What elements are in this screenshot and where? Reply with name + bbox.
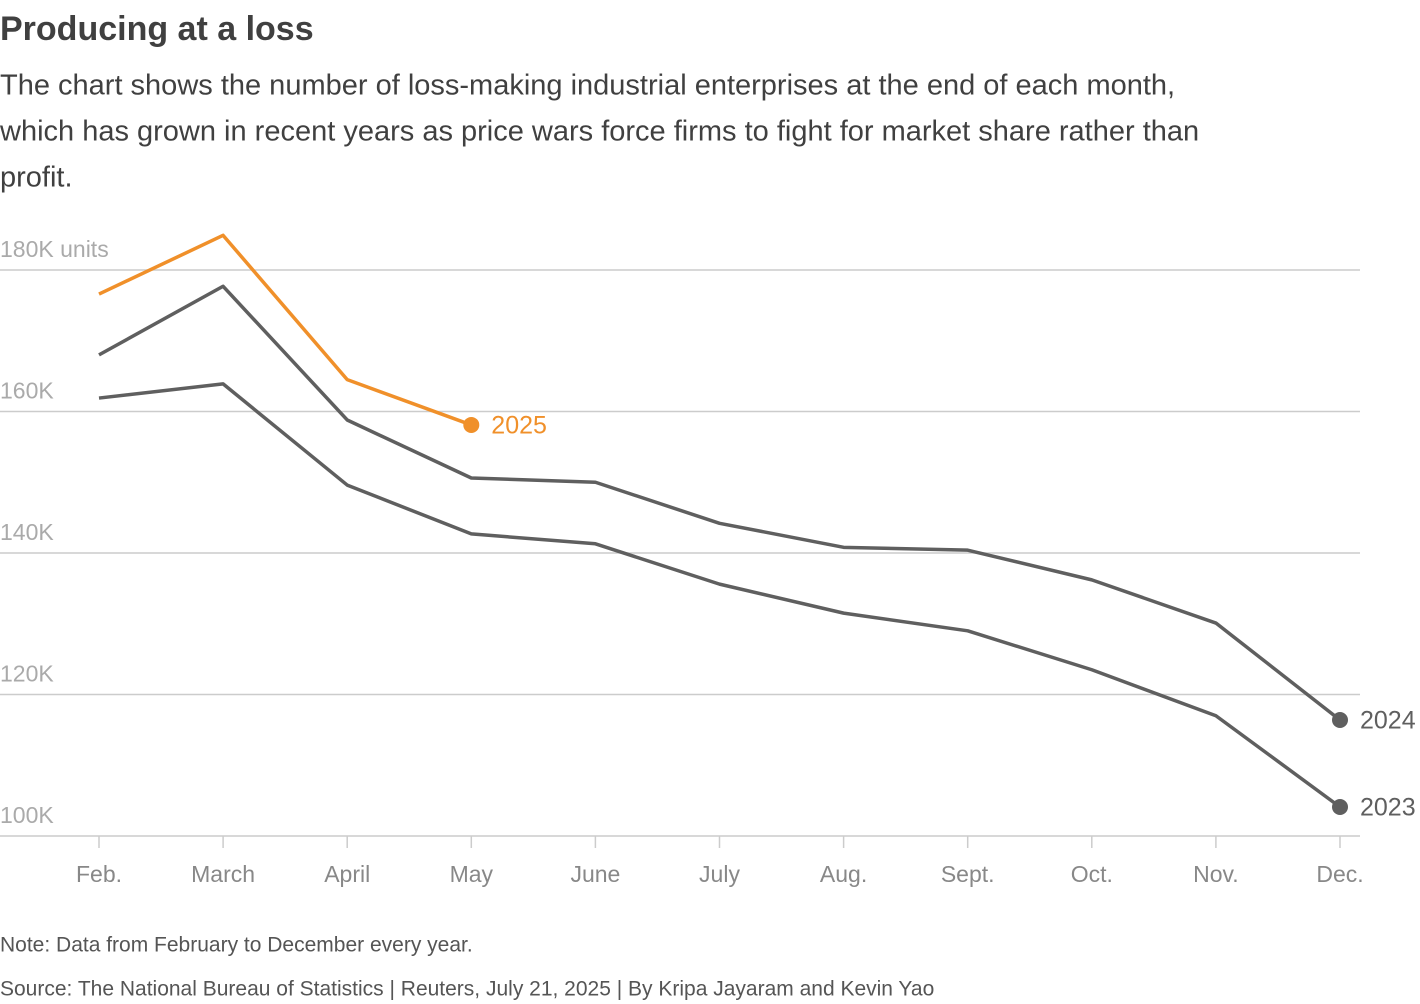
x-tick-label: Aug. [820,861,867,887]
end-dot [1332,711,1348,728]
source: Source: The National Bureau of Statistic… [0,978,934,1001]
x-tick-label: June [570,861,620,887]
x-tick-label: July [699,861,740,887]
x-tick-label: April [324,861,370,887]
x-tick-label: Feb. [76,861,122,887]
x-tick-label: Oct. [1071,861,1113,887]
x-tick-label: Sept. [941,861,995,887]
y-tick-label: 160K [0,378,54,404]
x-tick-label: Nov. [1193,861,1239,887]
subtitle: The chart shows the number of loss-makin… [0,70,1175,102]
note: Note: Data from February to December eve… [0,934,473,957]
chart-title: Producing at a loss [0,10,314,48]
line [98,284,1342,722]
subtitle: profit. [0,162,73,194]
legend-label: 2024 [1360,707,1416,735]
y-tick-label: 180K units [0,236,109,262]
line [98,382,1342,809]
y-tick-label: 100K [0,802,54,828]
x-tick-label: March [191,861,255,887]
end-dot [1332,798,1348,815]
subtitle: which has grown in recent years as price… [0,116,1199,148]
line [98,233,472,427]
x-tick-label: May [450,861,494,887]
x-tick-label: Dec. [1316,861,1363,887]
legend-label: 2023 [1360,794,1416,822]
legend-label: 2025 [491,412,547,440]
end-dot [463,416,480,433]
y-tick-label: 140K [0,519,54,545]
y-tick-label: 120K [0,661,54,687]
